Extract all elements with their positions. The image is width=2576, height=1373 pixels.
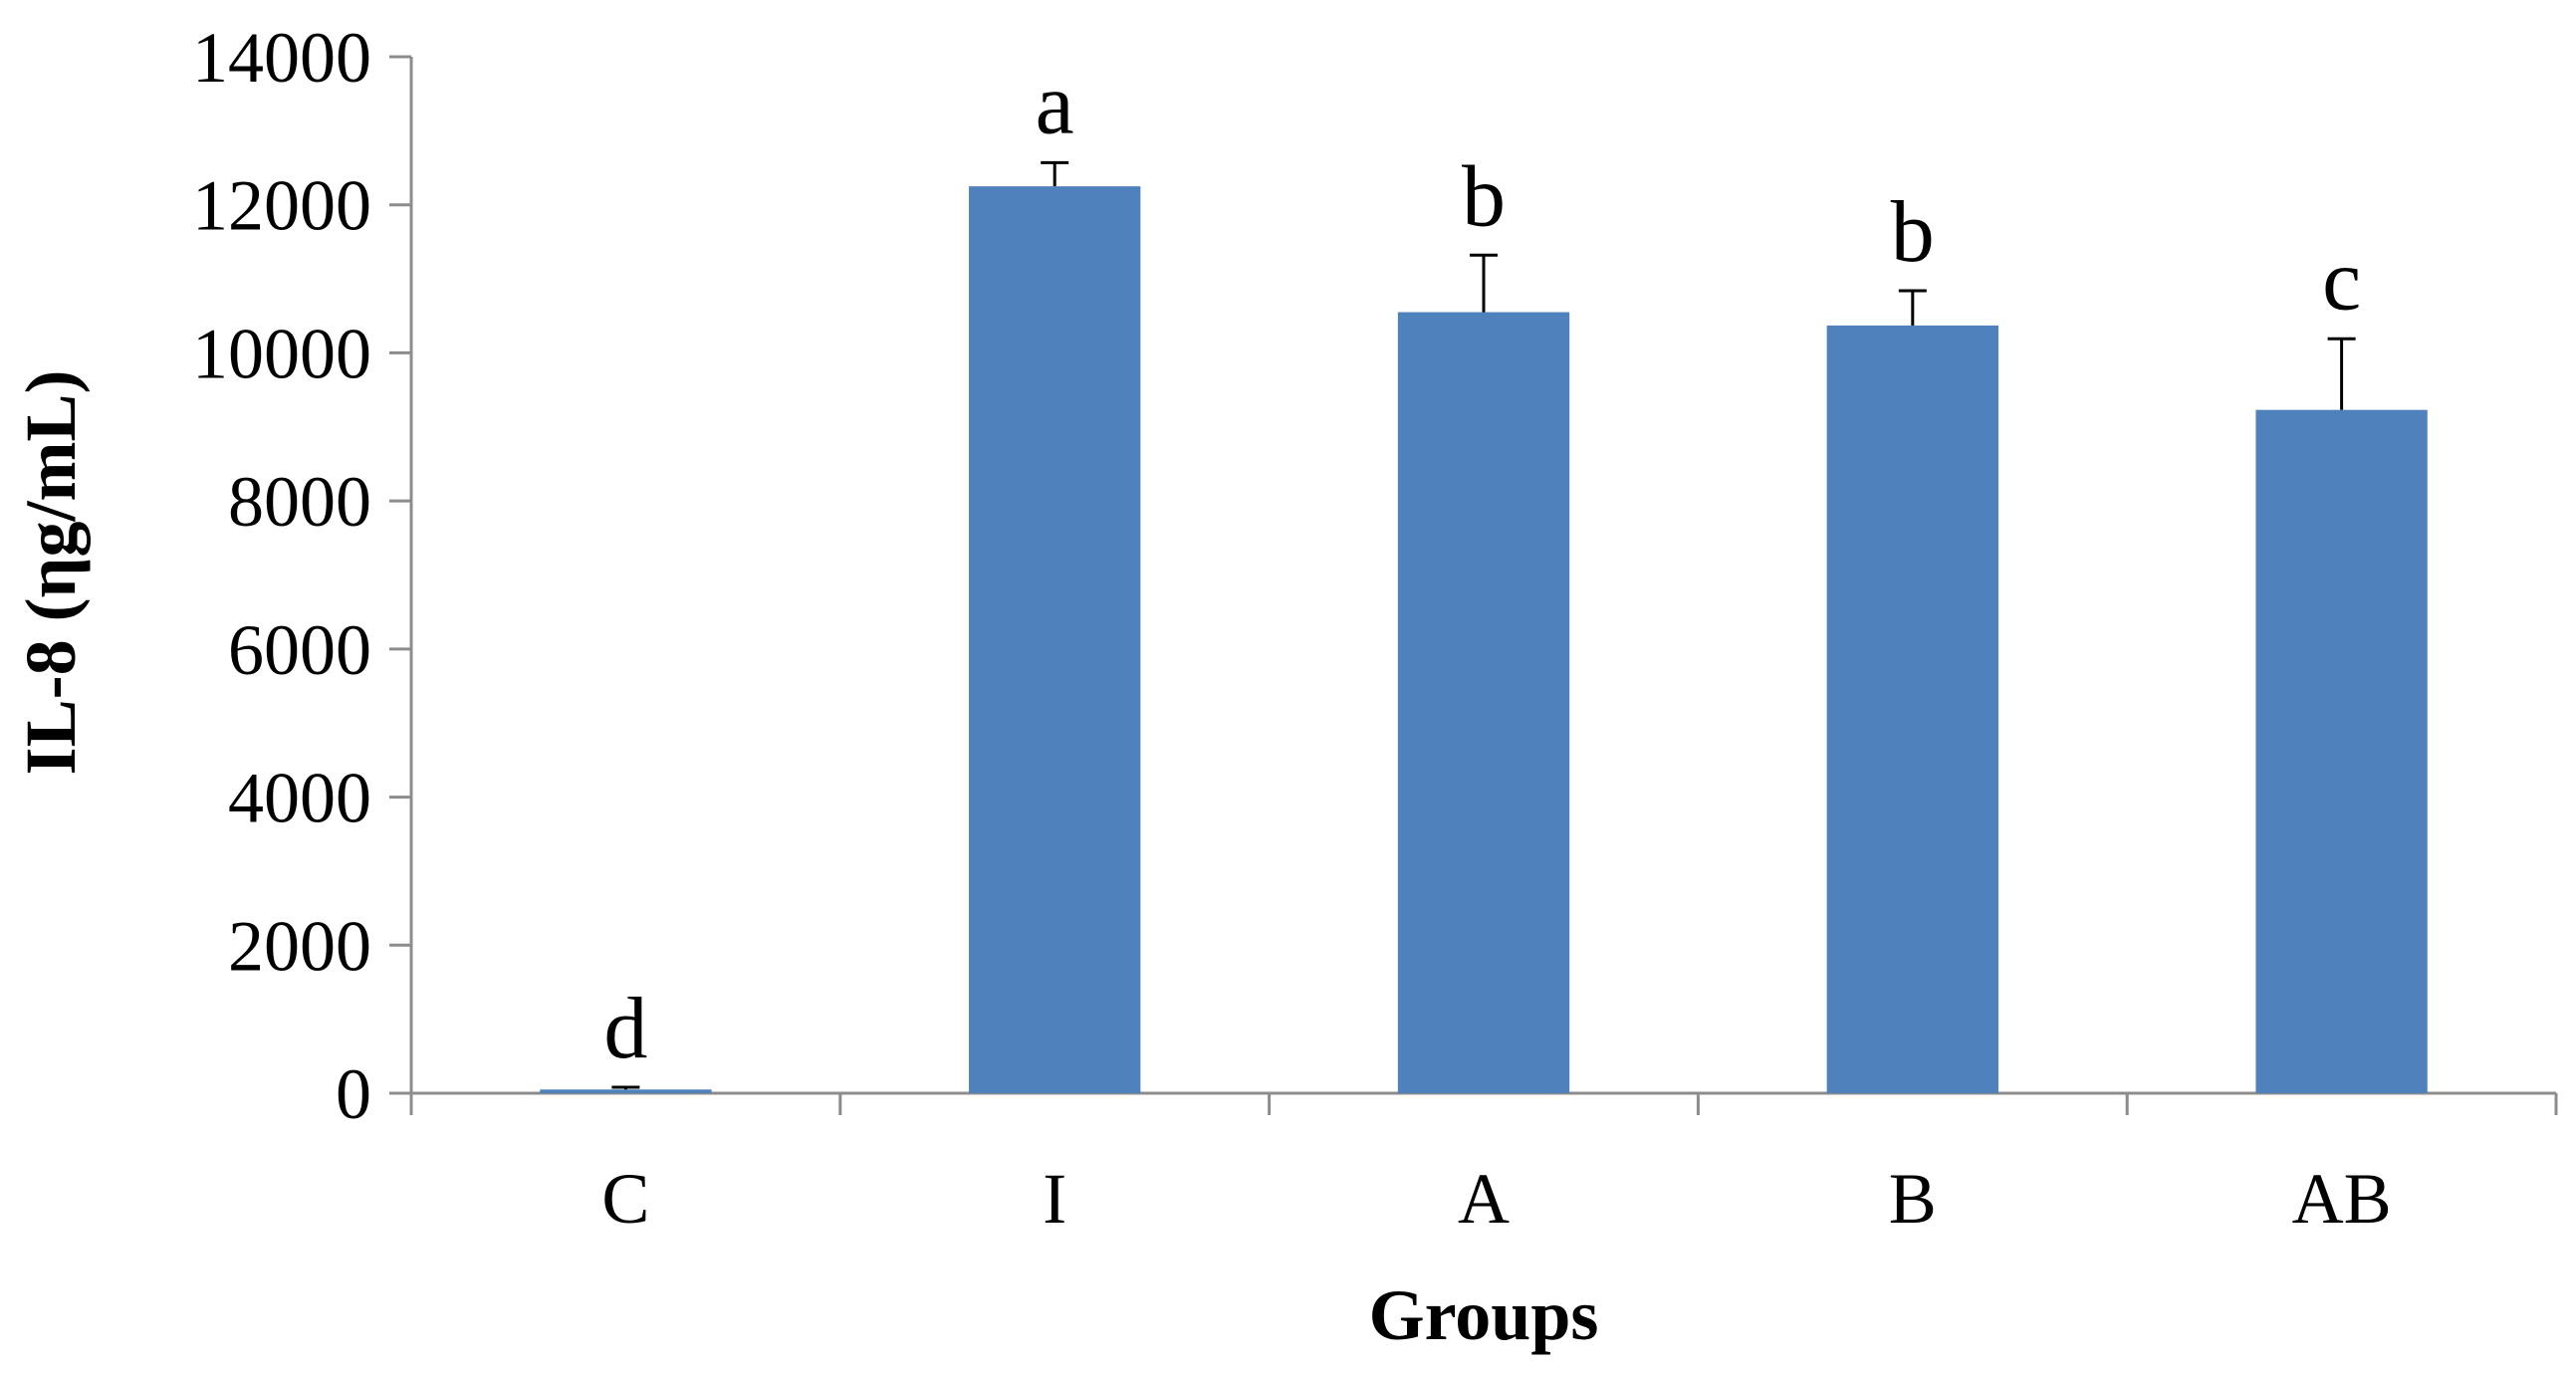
y-tick-label: 6000 bbox=[228, 610, 371, 690]
bars bbox=[540, 186, 2428, 1094]
significance-label: b bbox=[1891, 184, 1935, 281]
y-tick-label: 2000 bbox=[228, 906, 371, 986]
bar bbox=[1397, 312, 1570, 1094]
y-axis-ticks: 0 2000 4000 6000 8000 10000 12000 14000 bbox=[192, 18, 411, 1134]
bar bbox=[540, 1089, 712, 1093]
y-axis-title: IL-8 (ηg/mL) bbox=[11, 370, 91, 776]
bar bbox=[1826, 325, 1998, 1093]
y-tick-label: 8000 bbox=[228, 462, 371, 542]
x-tick-label: I bbox=[1043, 1159, 1066, 1239]
error-bars bbox=[611, 160, 2356, 1090]
y-tick-label: 4000 bbox=[228, 759, 371, 838]
bar bbox=[2255, 409, 2428, 1093]
y-tick-label: 12000 bbox=[192, 166, 371, 246]
bar bbox=[969, 186, 1141, 1093]
x-axis-title: Groups bbox=[1369, 1275, 1599, 1355]
significance-labels: d a b b c bbox=[603, 56, 2361, 1077]
significance-label: c bbox=[2322, 232, 2361, 329]
significance-label: a bbox=[1036, 56, 1074, 152]
x-tick-label: C bbox=[601, 1159, 649, 1239]
x-axis-ticks: C I A B AB bbox=[409, 1093, 2558, 1239]
significance-label: b bbox=[1462, 148, 1506, 245]
x-tick-label: A bbox=[1458, 1159, 1510, 1239]
y-tick-label: 0 bbox=[336, 1054, 371, 1134]
y-tick-label: 10000 bbox=[192, 314, 371, 393]
x-tick-label: B bbox=[1889, 1159, 1937, 1239]
significance-label: d bbox=[603, 981, 647, 1077]
y-tick-label: 14000 bbox=[192, 18, 371, 98]
x-tick-label: AB bbox=[2292, 1159, 2392, 1239]
